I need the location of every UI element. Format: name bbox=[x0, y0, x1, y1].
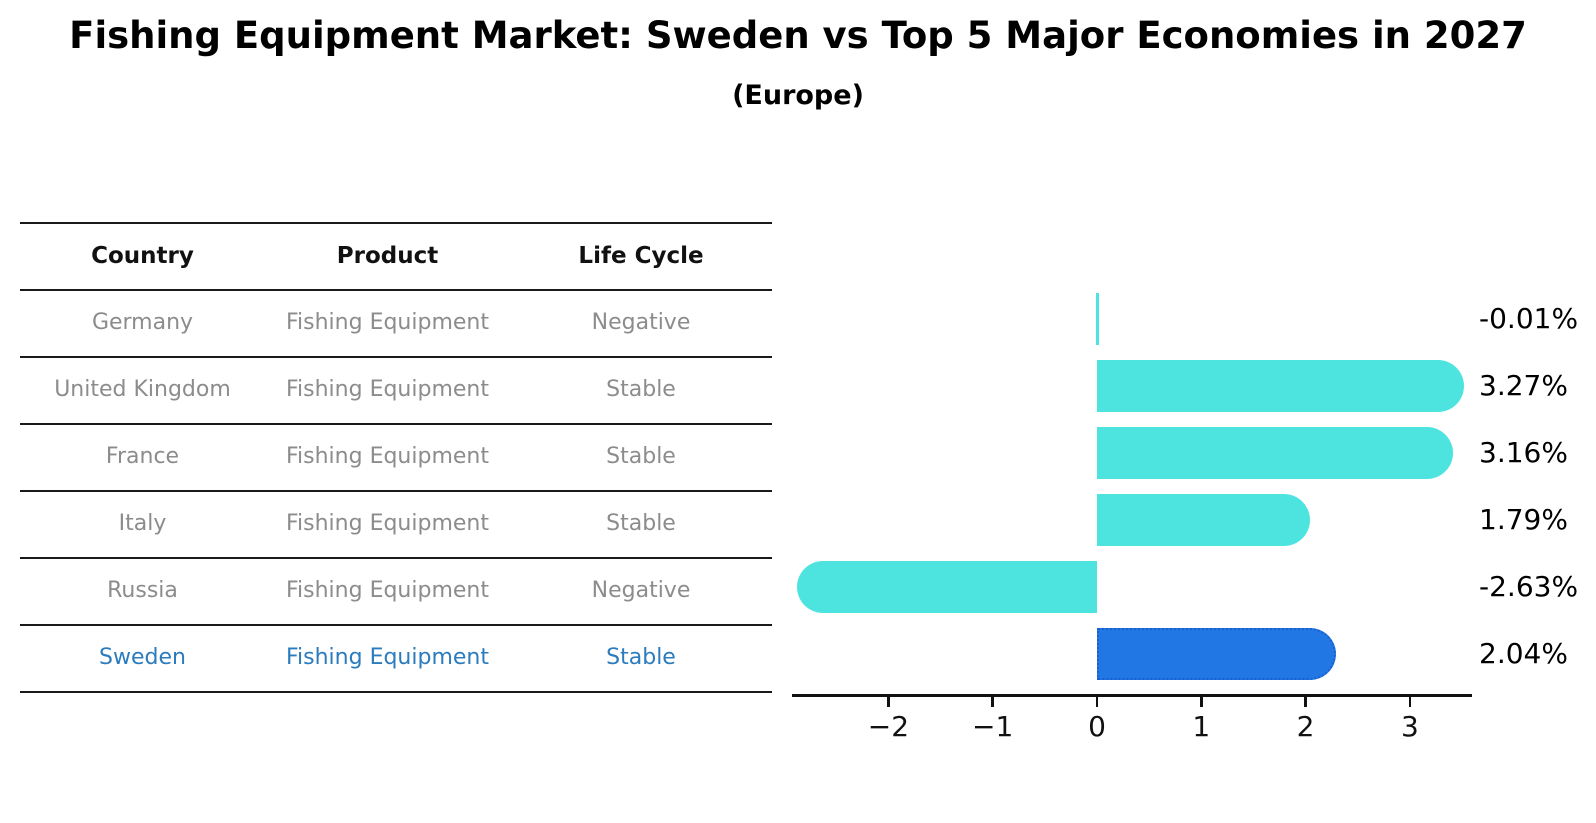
bar-united-kingdom bbox=[1097, 359, 1465, 412]
chart-title: Fishing Equipment Market: Sweden vs Top … bbox=[69, 14, 1527, 57]
table-separator-line bbox=[20, 289, 772, 291]
x-axis-tick-label: −1 bbox=[972, 710, 1014, 743]
table-separator-line bbox=[20, 557, 772, 559]
table-cell-product: Fishing Equipment bbox=[285, 511, 489, 536]
x-axis-tick-label: 1 bbox=[1192, 710, 1211, 743]
table-cell-country: Sweden bbox=[99, 645, 186, 670]
chart-subtitle: (Europe) bbox=[732, 80, 864, 111]
table-separator-line bbox=[20, 490, 772, 492]
table-cell-country: Italy bbox=[118, 511, 167, 536]
x-axis-tick bbox=[1200, 697, 1203, 707]
table-cell-country: Germany bbox=[91, 310, 194, 335]
table-cell-country: United Kingdom bbox=[54, 377, 231, 402]
table-cell-product: Fishing Equipment bbox=[285, 578, 489, 603]
bar-france bbox=[1097, 426, 1453, 479]
x-axis-tick-label: 2 bbox=[1296, 710, 1315, 743]
x-axis-tick-label: 0 bbox=[1088, 710, 1106, 743]
bar-value-label: 3.27% bbox=[1479, 369, 1568, 402]
x-axis-tick bbox=[991, 697, 994, 707]
bar-value-label: 1.79% bbox=[1479, 503, 1568, 536]
x-axis-tick-label: −2 bbox=[867, 710, 910, 743]
table-cell-product: Fishing Equipment bbox=[285, 310, 489, 335]
table-separator-line bbox=[20, 222, 772, 224]
table-cell-product: Fishing Equipment bbox=[285, 645, 489, 670]
table-separator-line bbox=[20, 691, 772, 693]
table-cell-life_cycle: Stable bbox=[606, 444, 676, 469]
bar-value-label: -0.01% bbox=[1479, 302, 1579, 335]
bar-italy bbox=[1097, 493, 1310, 546]
table-separator-line bbox=[20, 356, 772, 358]
table-cell-life_cycle: Negative bbox=[591, 578, 691, 603]
table-separator-line bbox=[20, 423, 772, 425]
bar-value-label: 2.04% bbox=[1479, 637, 1568, 670]
table-cell-life_cycle: Negative bbox=[591, 310, 691, 335]
x-axis-tick bbox=[887, 697, 890, 707]
x-axis-tick bbox=[1304, 697, 1307, 707]
table-cell-life_cycle: Stable bbox=[606, 377, 676, 402]
x-axis-tick-label: 3 bbox=[1400, 710, 1419, 743]
x-axis-tick bbox=[1408, 697, 1412, 707]
bar-germany bbox=[1095, 292, 1099, 345]
table-header-life-cycle: Life Cycle bbox=[578, 242, 704, 269]
table-cell-country: France bbox=[105, 444, 180, 469]
table-header-country: Country bbox=[91, 242, 194, 269]
x-axis-line bbox=[792, 694, 1472, 697]
table-header-product: Product bbox=[336, 242, 439, 269]
table-separator-line bbox=[20, 624, 772, 626]
table-cell-country: Russia bbox=[107, 578, 178, 603]
table-cell-life_cycle: Stable bbox=[606, 511, 676, 536]
table-cell-life_cycle: Stable bbox=[606, 645, 676, 670]
bar-russia bbox=[796, 560, 1097, 613]
bar-value-label: -2.63% bbox=[1479, 570, 1579, 603]
table-cell-product: Fishing Equipment bbox=[285, 377, 489, 402]
bar-value-label: 3.16% bbox=[1479, 436, 1568, 469]
x-axis-tick bbox=[1095, 697, 1099, 707]
bar-sweden bbox=[1097, 627, 1336, 680]
table-cell-product: Fishing Equipment bbox=[285, 444, 489, 469]
